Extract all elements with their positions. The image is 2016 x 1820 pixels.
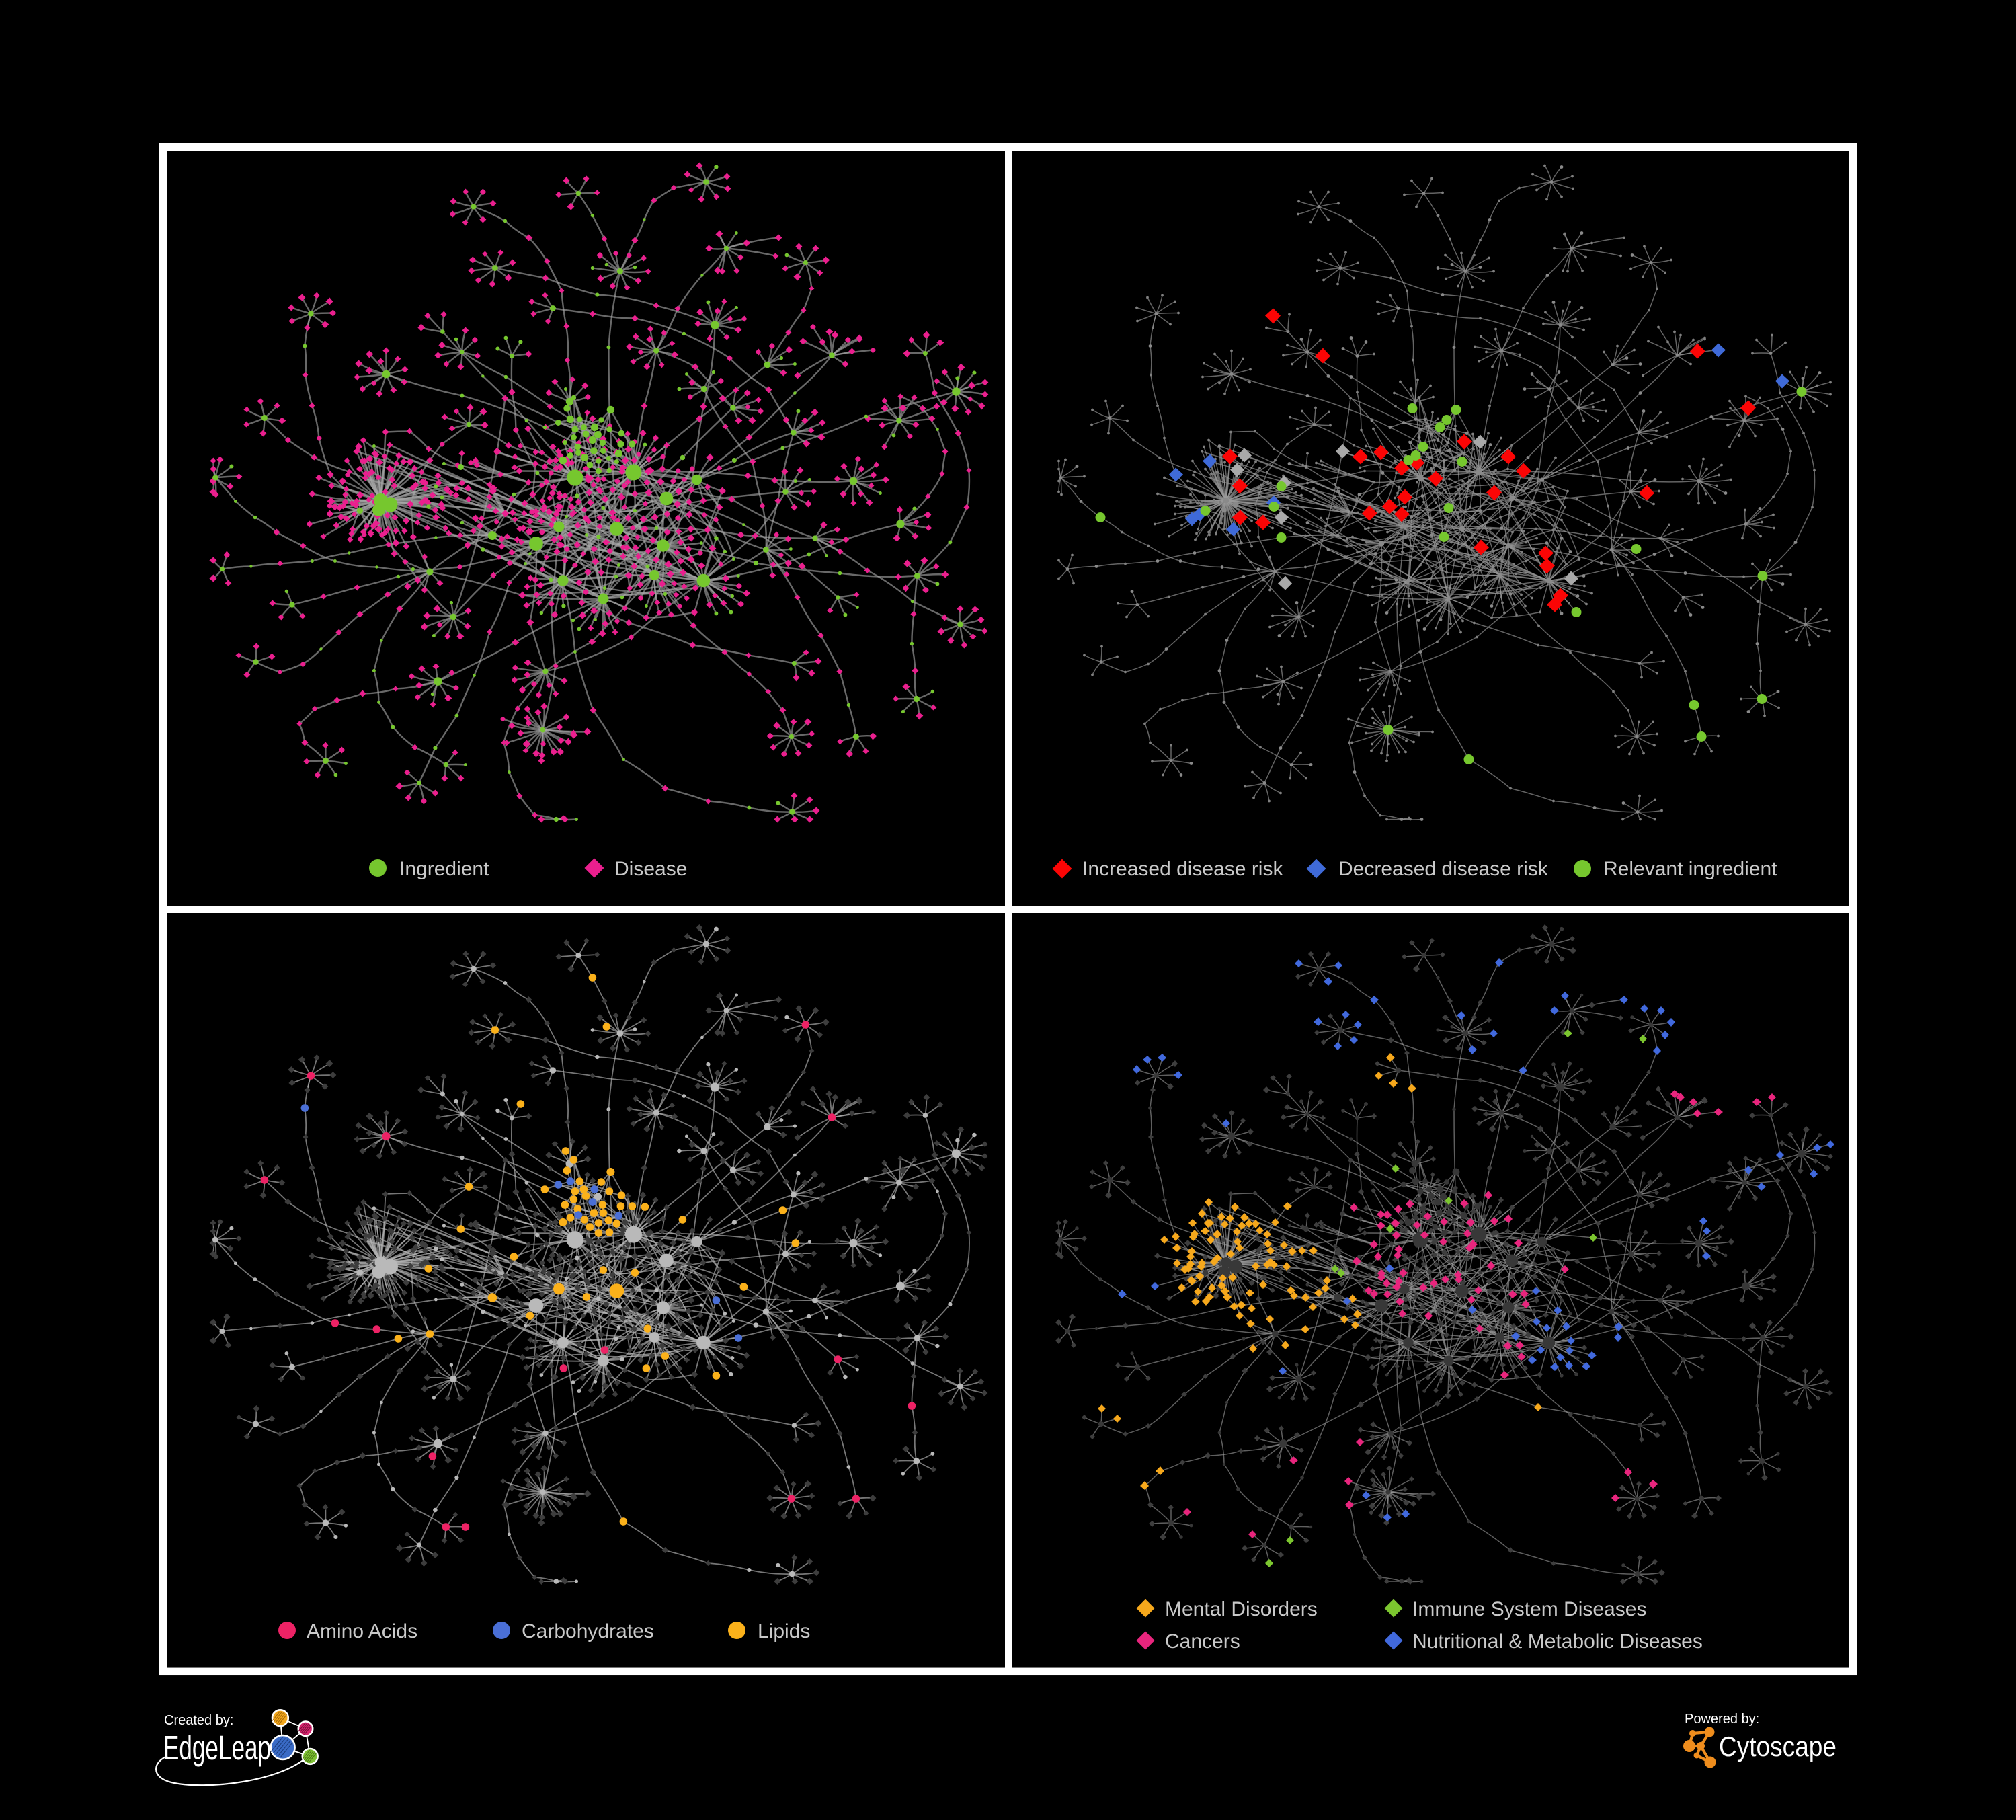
svg-text:Immune System Diseases: Immune System Diseases xyxy=(1412,1598,1646,1620)
svg-text:Cytoscape: Cytoscape xyxy=(1719,1731,1837,1762)
svg-text:EdgeLeap: EdgeLeap xyxy=(163,1729,271,1767)
svg-text:Decreased disease risk: Decreased disease risk xyxy=(1338,858,1549,880)
svg-text:Carbohydrates: Carbohydrates xyxy=(522,1620,654,1643)
svg-text:Increased disease risk: Increased disease risk xyxy=(1082,858,1283,880)
svg-text:Amino Acids: Amino Acids xyxy=(307,1620,417,1643)
svg-text:Powered by:: Powered by: xyxy=(1685,1712,1759,1727)
svg-text:Relevant ingredient: Relevant ingredient xyxy=(1603,858,1777,880)
svg-text:Cancers: Cancers xyxy=(1165,1630,1240,1653)
svg-text:Lipids: Lipids xyxy=(758,1620,810,1643)
svg-text:Nutritional & Metabolic Diseas: Nutritional & Metabolic Diseases xyxy=(1412,1630,1703,1653)
svg-text:Created by:: Created by: xyxy=(164,1713,233,1728)
svg-text:Disease: Disease xyxy=(614,858,687,880)
svg-text:Mental Disorders: Mental Disorders xyxy=(1165,1598,1318,1620)
svg-text:Ingredient: Ingredient xyxy=(399,858,489,880)
